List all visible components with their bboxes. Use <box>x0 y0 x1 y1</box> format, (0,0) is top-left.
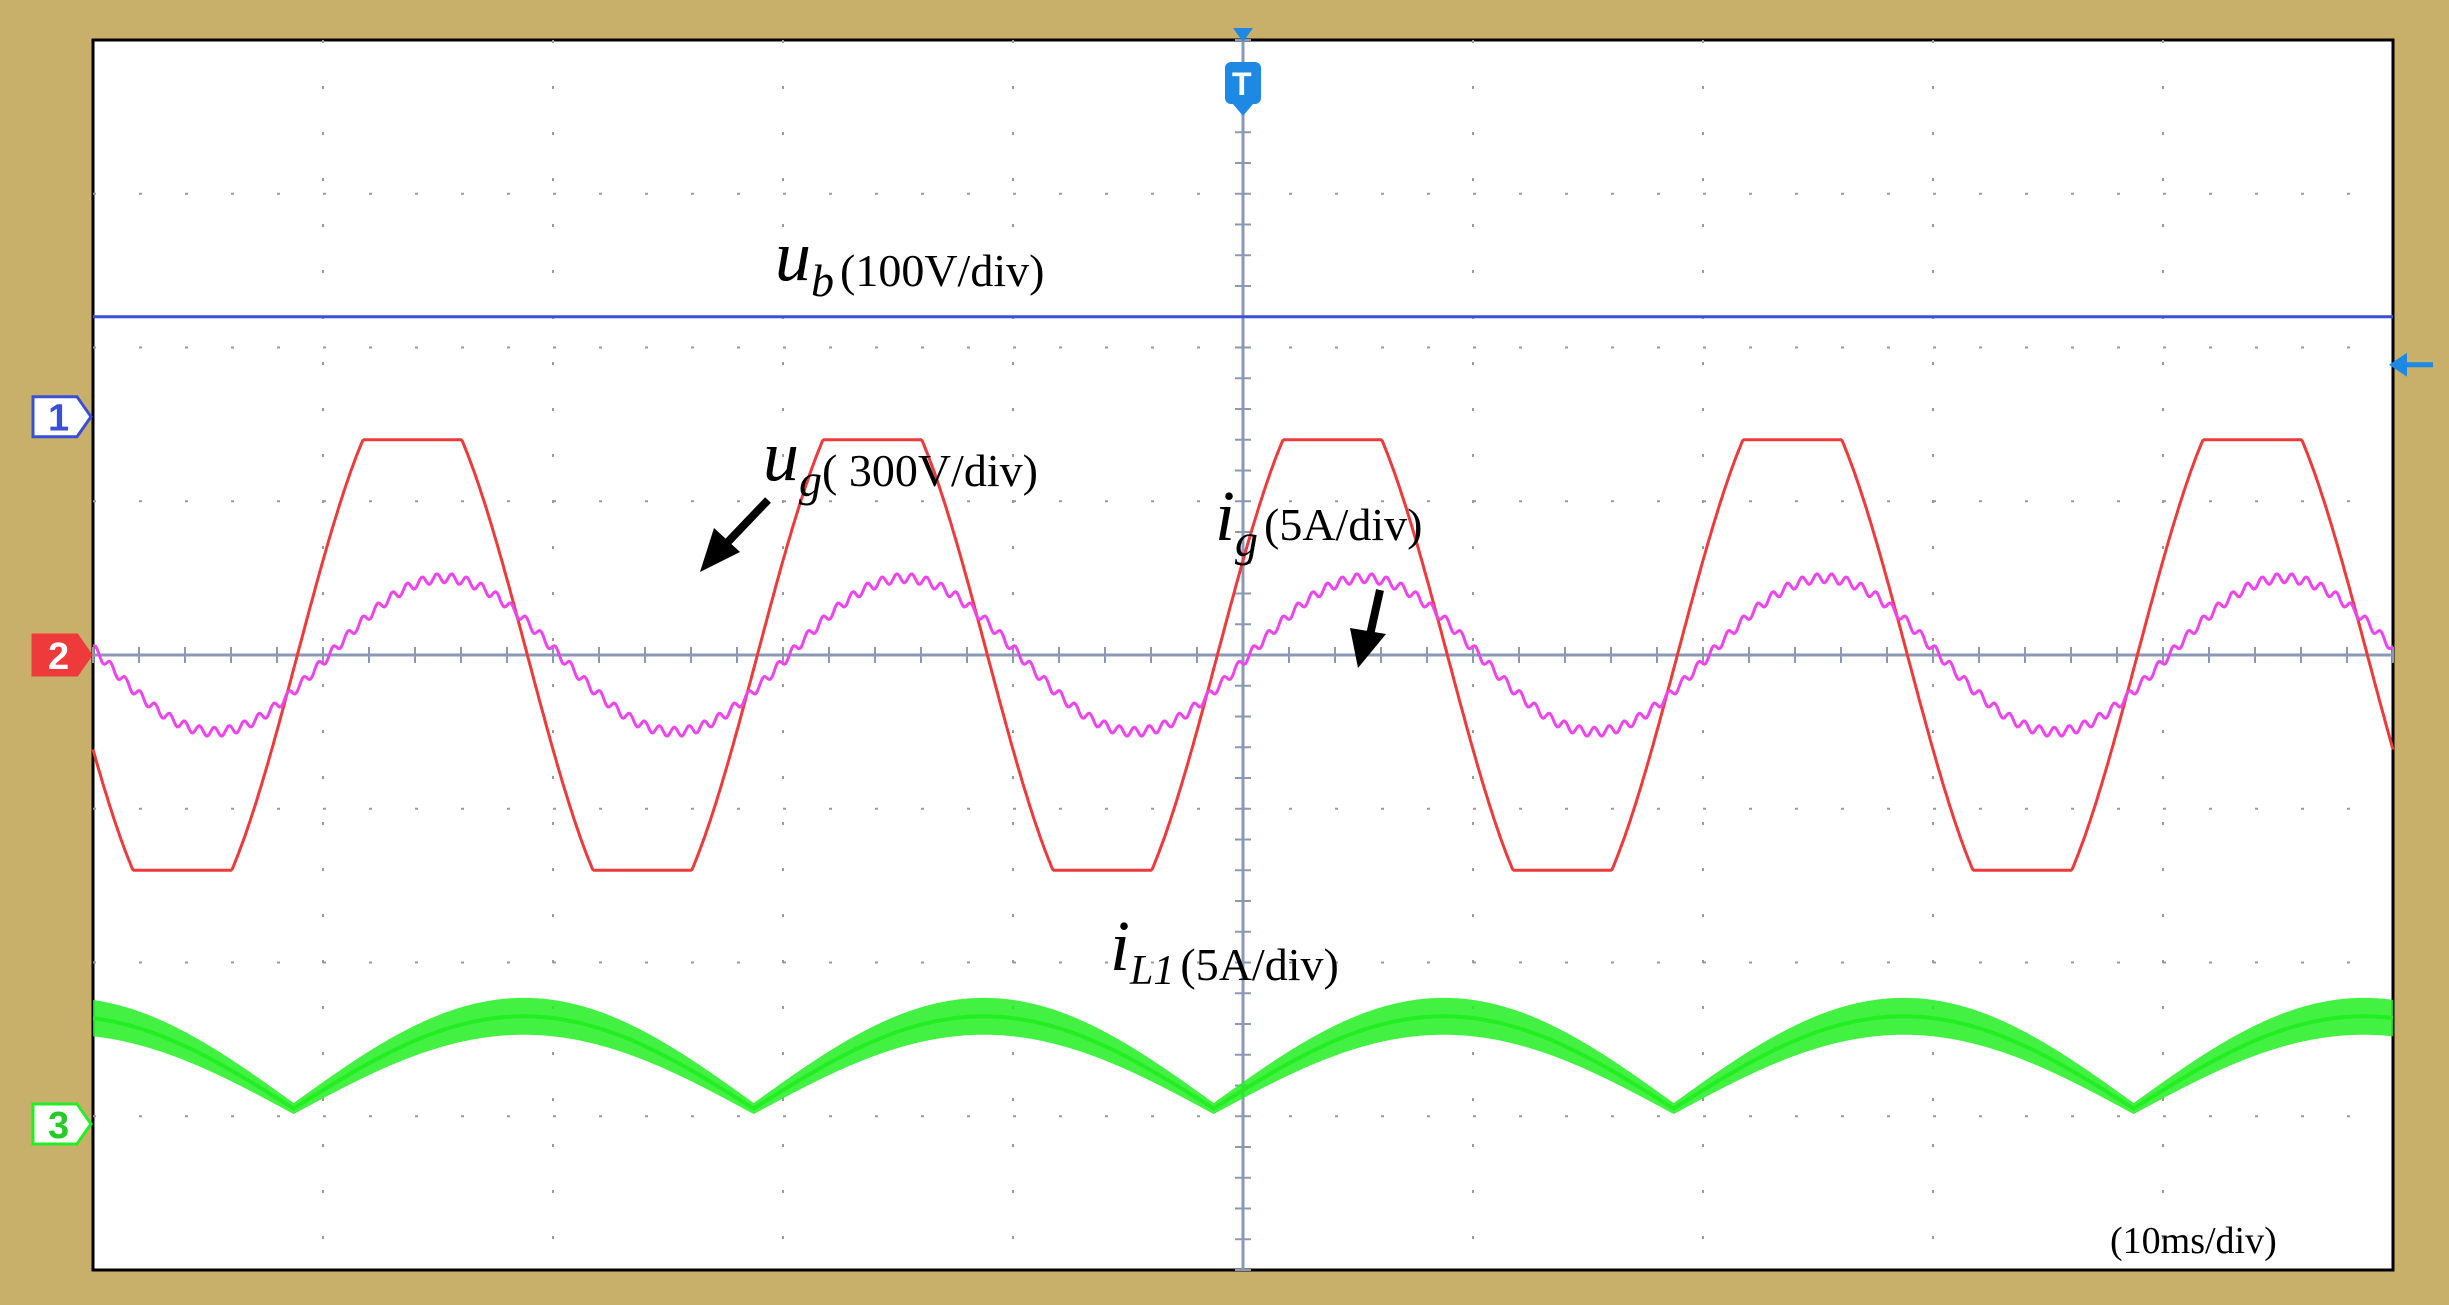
ig-arrow <box>1350 589 1386 668</box>
timebase-label: (10ms/div) <box>2110 1220 2277 1262</box>
channel-marker-shape <box>31 1102 93 1146</box>
channel-markers: 1 2 3 T <box>31 28 2433 1147</box>
ig-label: ig (5A/div) <box>1215 476 1422 566</box>
il1-scale: (5A/div) <box>1180 939 1338 990</box>
center-axes <box>92 39 2394 1271</box>
ig-scale: (5A/div) <box>1264 499 1422 550</box>
channel-marker-shape <box>31 633 93 677</box>
trigger-label: T <box>1232 66 1252 102</box>
channel-marker-label: 3 <box>48 1105 69 1147</box>
ig-symbol: i <box>1215 476 1235 556</box>
ug-arrow <box>700 497 771 572</box>
ug-trace <box>91 438 2395 872</box>
il1-trace-band <box>93 997 2393 1114</box>
trigger-badge-tip <box>1233 104 1253 116</box>
il1-trace <box>92 1014 2394 1111</box>
ug-symbol: u <box>763 416 799 496</box>
channel-marker-shape <box>31 395 93 439</box>
ub-symbol: u <box>775 216 811 296</box>
ug-label: ug( 300V/div) <box>763 416 1038 506</box>
channel-marker-2: 2 <box>31 633 93 678</box>
ig-trace <box>92 572 2394 738</box>
level-arrow-icon <box>2389 352 2433 377</box>
ub-label: ub (100V/div) <box>775 216 1044 306</box>
channel-marker-3: 3 <box>31 1102 93 1147</box>
ub-scale: (100V/div) <box>840 245 1044 296</box>
waveforms <box>91 315 2395 1114</box>
ub-subscript: b <box>811 255 834 306</box>
channel-marker-label: 2 <box>48 636 69 678</box>
ug-scale: ( 300V/div) <box>822 445 1038 496</box>
level-arrow-head <box>2389 352 2407 377</box>
trigger-pointer <box>1233 28 1253 42</box>
ig-subscript: g <box>1235 515 1258 566</box>
channel-marker-label: 1 <box>48 398 69 440</box>
il1-subscript: L1 <box>1129 948 1174 994</box>
il1-symbol: i <box>1110 906 1130 986</box>
ug-subscript: g <box>799 455 822 506</box>
trigger-marker: T <box>1225 28 1261 116</box>
il1-label: iL1 (5A/div) <box>1110 906 1339 994</box>
trigger-badge <box>1225 62 1261 104</box>
channel-marker-1: 1 <box>31 395 93 440</box>
